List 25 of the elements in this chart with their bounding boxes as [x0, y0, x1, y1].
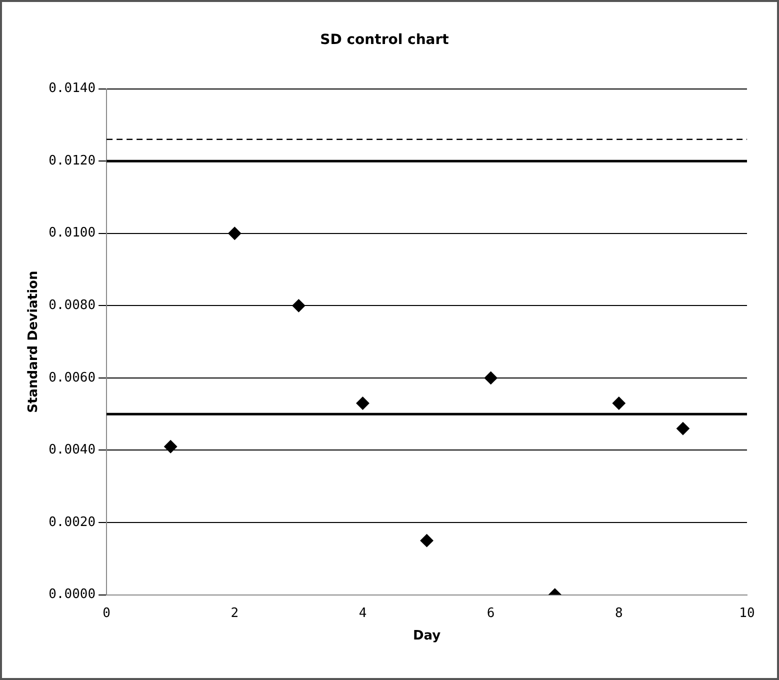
- y-tick-label: 0.0000: [48, 587, 96, 602]
- chart-title: SD control chart: [320, 32, 450, 48]
- y-tick-label: 0.0100: [48, 226, 96, 241]
- point: [420, 534, 434, 548]
- point: [292, 299, 306, 312]
- y-tick-label: 0.0140: [48, 81, 96, 96]
- x-tick-label: 2: [230, 606, 239, 621]
- point: [356, 396, 370, 410]
- y-tick-label: 0.0080: [48, 298, 96, 314]
- point: [676, 422, 690, 436]
- y-tick-label: 0.0120: [48, 153, 96, 168]
- point: [228, 226, 242, 240]
- x-tick-label: 0: [102, 606, 110, 621]
- point: [612, 396, 626, 410]
- x-tick-label: 4: [358, 606, 367, 621]
- x-tick-label: 10: [739, 606, 755, 621]
- point: [484, 371, 498, 384]
- y-axis-title: Standard Deviation: [26, 270, 42, 413]
- x-axis-title: Day: [412, 628, 442, 644]
- x-tick-label: 6: [486, 606, 495, 621]
- point: [164, 440, 178, 454]
- y-tick-label: 0.0020: [48, 514, 96, 530]
- y-tick-label: 0.0060: [48, 370, 96, 386]
- y-tick-label: 0.0040: [48, 442, 96, 458]
- x-tick-label: 8: [615, 606, 623, 621]
